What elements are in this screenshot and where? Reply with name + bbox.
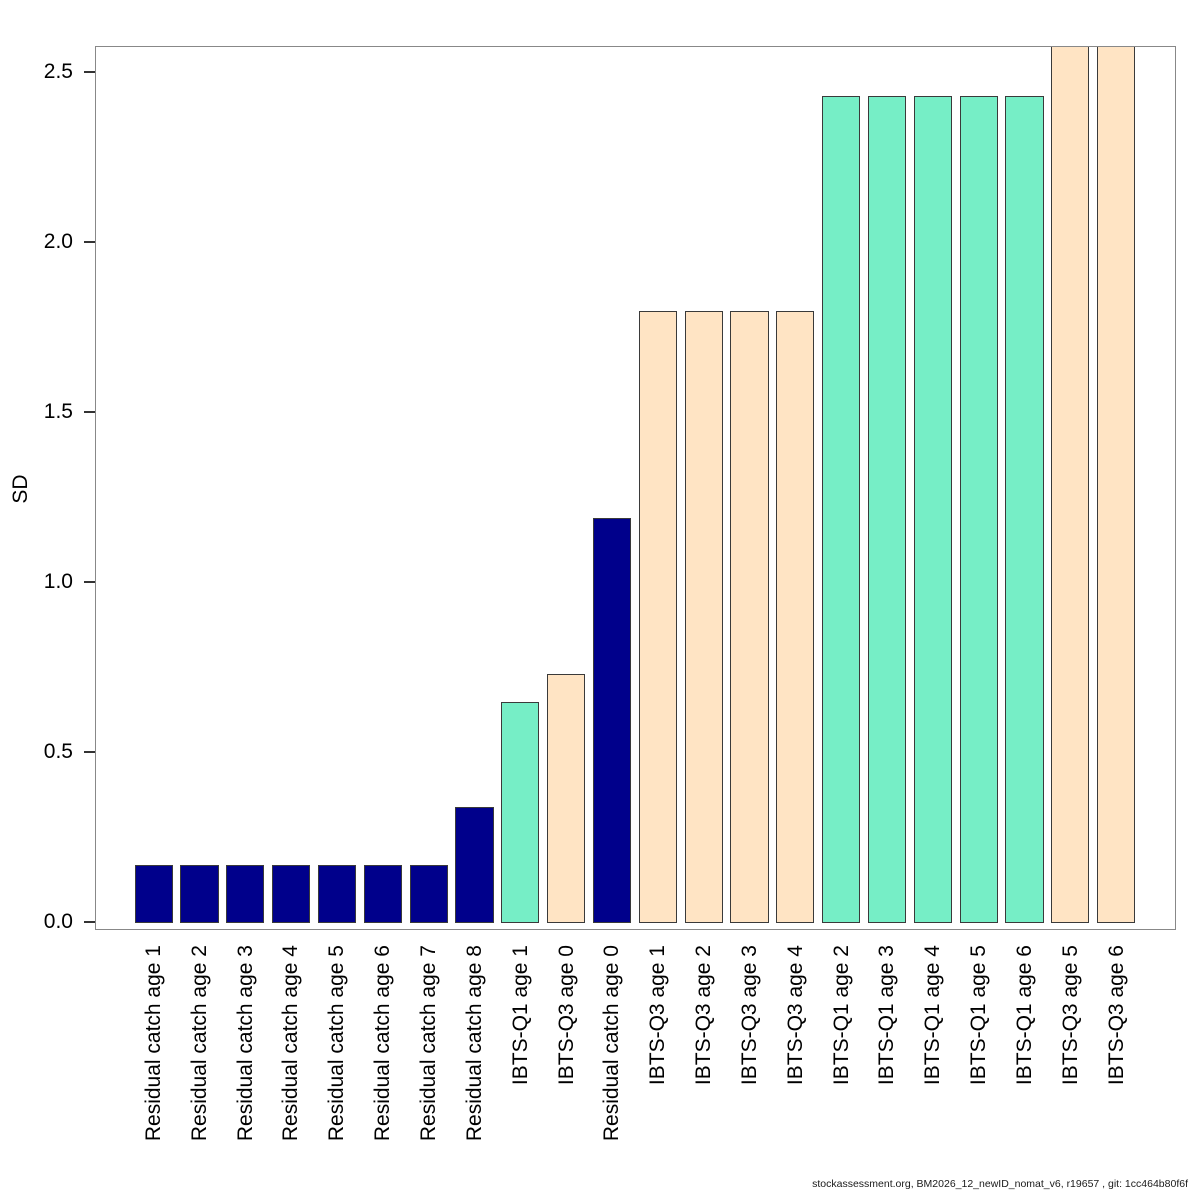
- bar: [501, 701, 540, 923]
- bar: [455, 806, 494, 923]
- bar: [730, 310, 769, 923]
- y-axis-label: SD: [9, 474, 32, 504]
- bar: [272, 864, 311, 923]
- bar: [959, 96, 998, 923]
- x-axis-label: IBTS-Q3 age 5: [1058, 945, 1082, 1086]
- x-axis-label: Residual catch age 4: [279, 945, 303, 1142]
- bar: [317, 864, 357, 923]
- y-tick-label: 1.5: [43, 400, 73, 423]
- x-axis-label: IBTS-Q3 age 2: [692, 945, 716, 1086]
- x-axis-label: IBTS-Q3 age 4: [783, 945, 807, 1086]
- bar: [867, 96, 907, 923]
- x-axis-label: IBTS-Q3 age 3: [738, 945, 762, 1086]
- x-axis-label: IBTS-Q1 age 4: [921, 945, 945, 1086]
- x-axis-label: IBTS-Q1 age 2: [829, 945, 853, 1086]
- x-axis-label: Residual catch age 3: [233, 945, 257, 1142]
- x-axis-label: Residual catch age 7: [417, 945, 441, 1142]
- y-tick-mark: [84, 751, 95, 753]
- y-tick-label: 2.0: [43, 230, 73, 253]
- bar: [638, 310, 677, 923]
- x-axis-label: IBTS-Q3 age 1: [646, 945, 670, 1086]
- x-axis-label: Residual catch age 0: [600, 945, 624, 1142]
- x-axis-label: IBTS-Q3 age 0: [554, 945, 578, 1086]
- bar: [592, 517, 632, 923]
- x-axis-label: IBTS-Q1 age 5: [967, 945, 991, 1086]
- y-tick-label: 0.0: [43, 910, 73, 933]
- bar: [1005, 96, 1044, 923]
- x-axis-label: Residual catch age 5: [325, 945, 349, 1142]
- bar: [134, 864, 173, 923]
- y-tick-label: 0.5: [43, 740, 73, 763]
- y-tick-label: 2.5: [43, 60, 73, 83]
- x-axis-label: IBTS-Q1 age 3: [875, 945, 899, 1086]
- y-tick-label: 1.0: [43, 570, 73, 593]
- y-tick-mark: [84, 921, 95, 923]
- bar: [363, 864, 402, 923]
- y-tick-mark: [84, 71, 95, 73]
- x-axis-label: IBTS-Q3 age 6: [1104, 945, 1128, 1086]
- x-axis-label: Residual catch age 8: [462, 945, 486, 1142]
- bar: [776, 310, 815, 923]
- footer-text: stockassessment.org, BM2026_12_newID_nom…: [812, 1178, 1188, 1190]
- x-axis-label: Residual catch age 1: [142, 945, 166, 1142]
- y-tick-mark: [84, 581, 95, 583]
- bar: [684, 310, 723, 923]
- bar: [913, 96, 952, 923]
- bar: [409, 864, 448, 923]
- x-axis-label: IBTS-Q1 age 1: [508, 945, 532, 1086]
- bar: [226, 864, 265, 923]
- x-axis-label: IBTS-Q1 age 6: [1013, 945, 1037, 1086]
- plot-area: [95, 46, 1176, 930]
- bar: [547, 674, 586, 923]
- bar: [180, 864, 219, 923]
- bar: [822, 96, 861, 923]
- y-tick-mark: [84, 411, 95, 413]
- y-tick-mark: [84, 241, 95, 243]
- x-axis-label: Residual catch age 2: [187, 945, 211, 1142]
- bar: [1051, 47, 1090, 923]
- bar: [1097, 47, 1136, 923]
- x-axis-label: Residual catch age 6: [371, 945, 395, 1142]
